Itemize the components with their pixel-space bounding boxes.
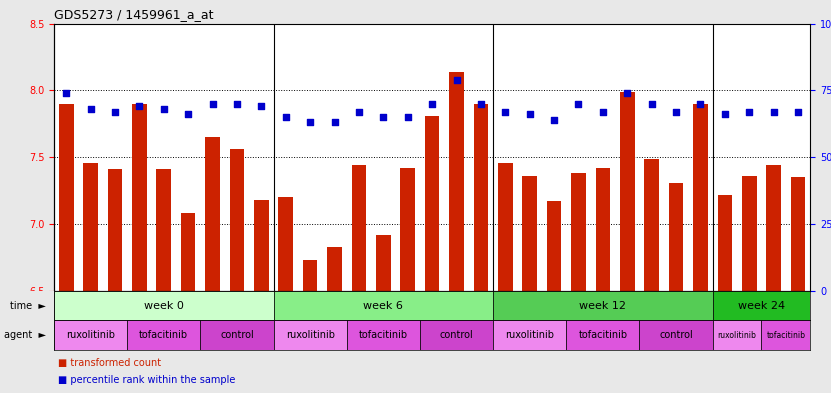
Point bbox=[694, 101, 707, 107]
Point bbox=[499, 108, 512, 115]
Text: week 24: week 24 bbox=[738, 301, 785, 310]
Bar bbox=[83, 163, 98, 291]
Bar bbox=[493, 291, 713, 320]
Point bbox=[596, 108, 609, 115]
Bar bbox=[108, 169, 122, 291]
Bar bbox=[493, 320, 566, 350]
Bar bbox=[547, 201, 562, 291]
Bar bbox=[327, 247, 342, 291]
Bar bbox=[156, 169, 171, 291]
Point bbox=[743, 108, 756, 115]
Point bbox=[572, 101, 585, 107]
Bar bbox=[523, 176, 537, 291]
Bar bbox=[717, 195, 732, 291]
Bar bbox=[273, 320, 347, 350]
Text: week 6: week 6 bbox=[363, 301, 403, 310]
Bar bbox=[761, 320, 810, 350]
Point bbox=[621, 90, 634, 96]
Text: tofacitinib: tofacitinib bbox=[766, 331, 805, 340]
Point bbox=[352, 108, 366, 115]
Bar bbox=[347, 320, 420, 350]
Bar bbox=[132, 104, 147, 291]
Text: tofacitinib: tofacitinib bbox=[140, 330, 189, 340]
Point bbox=[401, 114, 415, 120]
Text: tofacitinib: tofacitinib bbox=[578, 330, 627, 340]
Text: ■ transformed count: ■ transformed count bbox=[58, 358, 161, 368]
Bar bbox=[474, 104, 489, 291]
Point bbox=[450, 77, 463, 83]
Point bbox=[523, 111, 536, 118]
Point bbox=[425, 101, 439, 107]
Text: ruxolitinib: ruxolitinib bbox=[66, 330, 116, 340]
Point bbox=[84, 106, 97, 112]
Point bbox=[475, 101, 488, 107]
Bar bbox=[127, 320, 200, 350]
Bar bbox=[181, 213, 195, 291]
Bar bbox=[566, 320, 640, 350]
Point bbox=[548, 117, 561, 123]
Bar bbox=[401, 168, 415, 291]
Text: agent  ►: agent ► bbox=[4, 330, 46, 340]
Bar bbox=[713, 291, 810, 320]
Bar bbox=[791, 177, 805, 291]
Point bbox=[255, 103, 268, 110]
Point bbox=[279, 114, 293, 120]
Bar bbox=[620, 92, 635, 291]
Text: ruxolitinib: ruxolitinib bbox=[505, 330, 554, 340]
Text: control: control bbox=[220, 330, 253, 340]
Bar bbox=[273, 291, 493, 320]
Text: ruxolitinib: ruxolitinib bbox=[286, 330, 335, 340]
Point bbox=[108, 108, 121, 115]
Point bbox=[791, 108, 804, 115]
Bar bbox=[352, 165, 366, 291]
Bar bbox=[498, 163, 513, 291]
Bar bbox=[254, 200, 268, 291]
Point bbox=[645, 101, 658, 107]
Point bbox=[206, 101, 219, 107]
Bar bbox=[644, 158, 659, 291]
Bar bbox=[200, 320, 273, 350]
Bar bbox=[376, 235, 391, 291]
Bar bbox=[420, 320, 493, 350]
Point bbox=[133, 103, 146, 110]
Text: GDS5273 / 1459961_a_at: GDS5273 / 1459961_a_at bbox=[54, 8, 214, 21]
Text: week 12: week 12 bbox=[579, 301, 627, 310]
Point bbox=[328, 119, 342, 126]
Bar bbox=[693, 104, 708, 291]
Point bbox=[157, 106, 170, 112]
Bar bbox=[669, 183, 683, 291]
Text: ruxolitinib: ruxolitinib bbox=[718, 331, 756, 340]
Bar bbox=[766, 165, 781, 291]
Text: time  ►: time ► bbox=[10, 301, 46, 310]
Bar bbox=[205, 137, 220, 291]
Point bbox=[767, 108, 780, 115]
Point bbox=[303, 119, 317, 126]
Bar bbox=[425, 116, 440, 291]
Bar bbox=[278, 197, 293, 291]
Text: ■ percentile rank within the sample: ■ percentile rank within the sample bbox=[58, 375, 235, 385]
Bar bbox=[596, 168, 610, 291]
Bar bbox=[54, 320, 127, 350]
Point bbox=[670, 108, 683, 115]
Point bbox=[60, 90, 73, 96]
Bar bbox=[571, 173, 586, 291]
Point bbox=[376, 114, 390, 120]
Bar bbox=[54, 291, 273, 320]
Text: control: control bbox=[440, 330, 474, 340]
Bar bbox=[450, 72, 464, 291]
Point bbox=[230, 101, 243, 107]
Text: tofacitinib: tofacitinib bbox=[359, 330, 408, 340]
Bar bbox=[640, 320, 713, 350]
Text: control: control bbox=[659, 330, 693, 340]
Point bbox=[181, 111, 194, 118]
Bar bbox=[713, 320, 761, 350]
Bar bbox=[59, 104, 73, 291]
Text: week 0: week 0 bbox=[144, 301, 184, 310]
Bar bbox=[229, 149, 244, 291]
Bar bbox=[742, 176, 756, 291]
Bar bbox=[302, 260, 317, 291]
Point bbox=[718, 111, 731, 118]
